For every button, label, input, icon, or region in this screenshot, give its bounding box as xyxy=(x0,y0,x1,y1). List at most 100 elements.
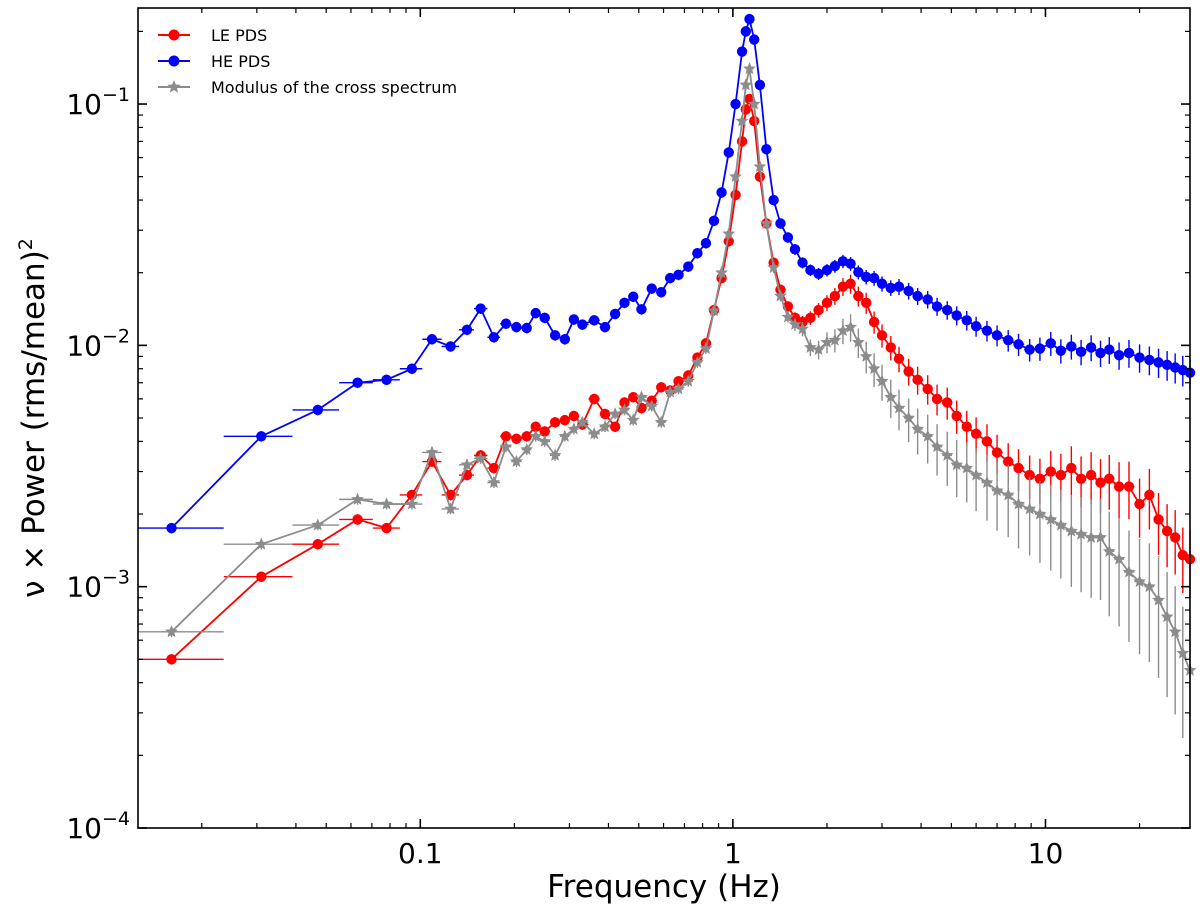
data-point xyxy=(892,401,906,414)
data-point xyxy=(829,290,841,302)
data-point xyxy=(405,497,419,510)
data-point xyxy=(859,349,873,362)
data-point xyxy=(730,189,741,201)
data-point xyxy=(767,260,780,274)
data-point xyxy=(867,362,881,375)
data-point xyxy=(664,272,676,284)
data-point xyxy=(796,322,809,335)
data-point xyxy=(530,307,541,319)
data-point xyxy=(312,538,323,550)
y-axis-title-base: ν × Power (rms/mean) xyxy=(16,250,52,598)
legend: LE PDS HE PDS Modulus of the cross spectru… xyxy=(158,26,457,97)
data-point xyxy=(576,415,589,428)
data-point xyxy=(797,257,808,268)
data-point xyxy=(1153,357,1164,368)
data-point xyxy=(845,278,856,289)
data-point xyxy=(885,282,896,294)
x-axis-title: Frequency (Hz) xyxy=(547,869,781,905)
y-tick-label: 10−1 xyxy=(66,84,130,121)
data-point xyxy=(1012,497,1025,510)
data-point xyxy=(820,335,834,348)
data-point xyxy=(922,294,933,305)
data-point xyxy=(748,34,760,45)
data-point xyxy=(829,260,841,272)
data-point xyxy=(1064,524,1078,537)
data-point xyxy=(559,414,571,426)
data-point xyxy=(609,421,621,432)
legend-item: Modulus of the cross spectrum xyxy=(158,78,457,97)
data-point xyxy=(931,393,943,405)
data-point xyxy=(1152,593,1165,606)
legend-item: LE PDS xyxy=(158,26,267,45)
data-point xyxy=(930,440,944,453)
data-point xyxy=(744,13,755,25)
data-point xyxy=(381,374,392,385)
data-point xyxy=(1176,646,1190,659)
data-point xyxy=(903,366,914,377)
data-point xyxy=(748,115,760,127)
data-point xyxy=(488,332,500,343)
data-point xyxy=(940,448,954,461)
data-point xyxy=(1113,481,1125,492)
data-point xyxy=(740,26,752,37)
data-point xyxy=(774,289,787,302)
data-point xyxy=(656,382,667,393)
data-point xyxy=(1075,346,1087,358)
data-point xyxy=(931,301,943,312)
data-point xyxy=(836,324,850,337)
data-point xyxy=(1123,481,1135,492)
y-tick-label: 10−2 xyxy=(66,325,130,362)
data-point xyxy=(851,335,865,348)
data-point xyxy=(166,654,177,665)
data-point xyxy=(510,454,523,467)
data-point xyxy=(406,363,418,374)
data-point xyxy=(1144,489,1155,501)
data-point xyxy=(868,272,880,284)
data-point xyxy=(789,244,801,255)
data-point xyxy=(1085,469,1097,481)
data-point xyxy=(990,483,1004,497)
data-point xyxy=(530,421,541,432)
data-point xyxy=(730,98,741,110)
minor-ticks xyxy=(138,8,1190,828)
series-layer xyxy=(138,13,1197,758)
data-point xyxy=(166,522,177,534)
data-point xyxy=(311,518,325,531)
data-point xyxy=(499,440,513,453)
data-point xyxy=(970,321,982,332)
data-point xyxy=(672,382,685,395)
data-point xyxy=(812,342,825,356)
data-point xyxy=(646,283,657,294)
data-point xyxy=(902,411,916,424)
data-point xyxy=(568,410,580,422)
data-point xyxy=(821,297,833,309)
data-point xyxy=(876,278,888,289)
data-point xyxy=(805,312,816,324)
data-point xyxy=(813,304,824,316)
y-axis-title: ν × Power (rms/mean)2 xyxy=(15,238,52,598)
data-point xyxy=(753,159,767,173)
data-point xyxy=(1095,477,1106,488)
data-point xyxy=(588,315,600,326)
data-point xyxy=(1094,530,1107,543)
data-point xyxy=(474,451,488,464)
data-point xyxy=(511,321,522,333)
data-point xyxy=(969,468,983,481)
data-point xyxy=(903,285,914,297)
data-point xyxy=(1034,473,1046,484)
data-point xyxy=(761,143,772,155)
data-point xyxy=(1054,518,1068,531)
data-point xyxy=(754,79,766,91)
data-point xyxy=(715,266,728,279)
data-point xyxy=(548,448,562,461)
data-point xyxy=(654,415,668,428)
data-point xyxy=(567,422,581,435)
data-point xyxy=(1084,530,1098,543)
data-point xyxy=(539,312,550,324)
data-point xyxy=(645,399,659,412)
data-point xyxy=(587,427,601,440)
data-point xyxy=(351,492,364,505)
data-point xyxy=(1102,544,1116,557)
data-point xyxy=(845,258,856,269)
data-point xyxy=(500,318,512,329)
